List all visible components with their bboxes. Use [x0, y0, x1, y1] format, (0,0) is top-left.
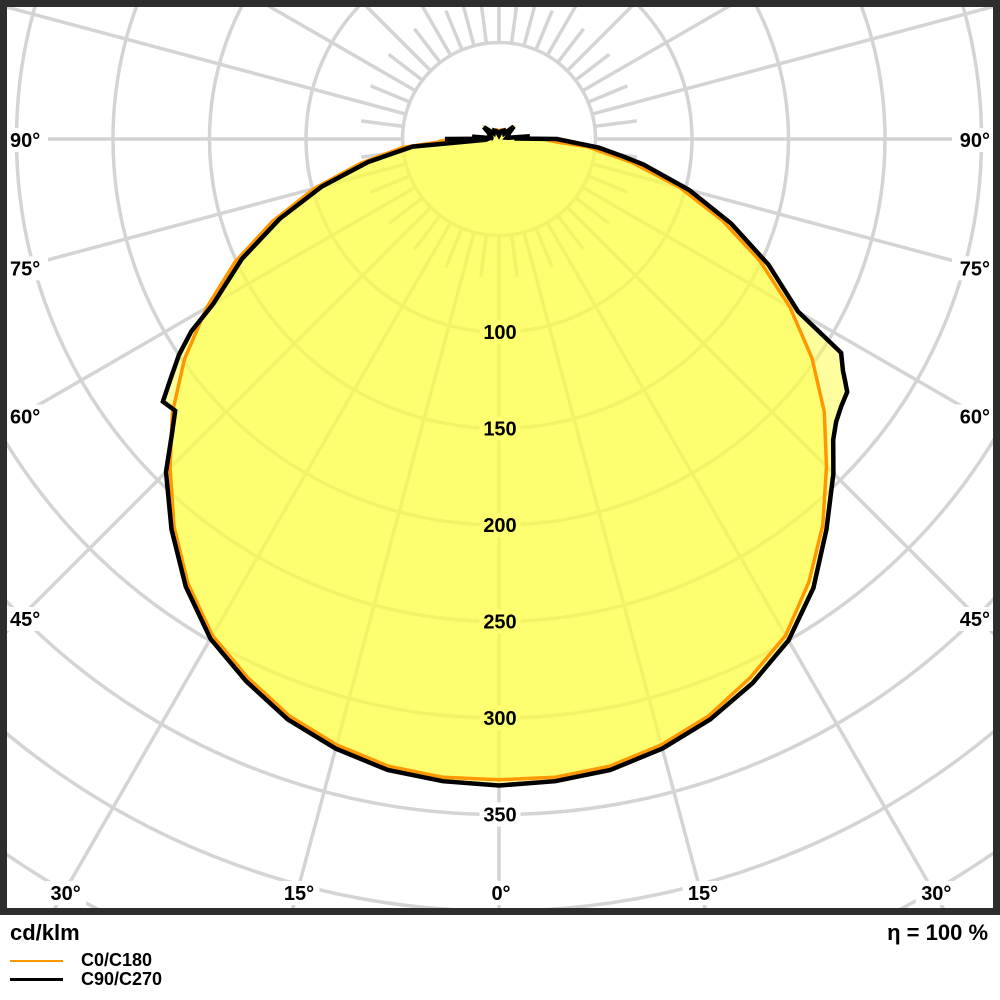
- radial-tick-label: 250: [483, 612, 516, 634]
- grid-radial-minor-tick: [509, 7, 519, 44]
- polar-intensity-chart: 100 150 200 250 300 350 90° 90° 75° 75° 60° 60° 45° 4…: [0, 0, 1000, 915]
- tick-label-bg: [7, 256, 48, 281]
- legend-row-c90-c270: C90/C270: [10, 970, 162, 989]
- angle-tick-label-bottom: 30°: [921, 883, 951, 905]
- angle-tick-label-left: 90°: [10, 130, 40, 152]
- grid-radial-minor-tick: [587, 84, 629, 104]
- tick-label-bg: [479, 802, 521, 827]
- curve-C90-C270: [160, 124, 850, 788]
- angle-tick-label-bottom: 0°: [491, 883, 510, 905]
- tick-label-bg: [7, 404, 48, 429]
- tick-label-bg: [952, 256, 993, 281]
- angle-tick-label-left: 60°: [10, 407, 40, 429]
- grid-radial-minor-tick: [556, 27, 585, 64]
- radial-tick-label: 300: [483, 708, 516, 730]
- light-output-ratio-label: η = 100 %: [887, 920, 988, 945]
- grid-radial-line: [7, 162, 407, 273]
- radial-tick-label: 200: [483, 515, 516, 537]
- grid-radial-minor-tick: [594, 119, 637, 129]
- radial-tick-label: 150: [483, 419, 516, 441]
- curve-fill-C90-C270: [162, 126, 848, 786]
- angle-tick-label-bottom: 15°: [284, 883, 314, 905]
- curve-fills: [162, 126, 848, 786]
- angle-tick-label-right: 90°: [960, 130, 990, 152]
- tick-label-bg: [486, 881, 516, 905]
- legend-label-c0-c180: C0/C180: [81, 950, 153, 970]
- angle-tick-label-bottom: 15°: [688, 883, 718, 905]
- grid-radial-minor-tick: [534, 9, 554, 51]
- tick-label-bg: [45, 881, 87, 905]
- unit-label: cd/klm: [10, 920, 80, 945]
- grid-radial-minor-tick: [361, 119, 404, 129]
- tick-label-bg: [952, 404, 993, 429]
- chart-frame: [0, 0, 1000, 915]
- grid-radial-minor-tick: [574, 53, 611, 82]
- tick-label-bg: [7, 607, 48, 631]
- curve-strokes: [160, 124, 850, 788]
- tick-label-bg: [952, 607, 993, 631]
- tick-label-bg: [915, 881, 957, 905]
- legend-label-c90-c270: C90/C270: [81, 969, 163, 989]
- tick-label-bg: [952, 128, 993, 152]
- legend: C0/C180 C90/C270: [10, 951, 162, 989]
- angle-tick-label-left: 45°: [10, 609, 40, 631]
- radial-tick-label: 350: [483, 805, 516, 827]
- tick-label-bg: [278, 881, 320, 905]
- tick-label-bg: [682, 881, 724, 905]
- c0-c180-line-swatch: [10, 959, 63, 962]
- grid-radial-minor-tick: [369, 84, 411, 104]
- grid-radial-minor-tick: [479, 7, 489, 44]
- angle-tick-label-right: 60°: [960, 407, 990, 429]
- grid-radial-minor-tick: [413, 27, 442, 64]
- c90-c270-line-swatch: [10, 978, 63, 981]
- angle-tick-label-bottom: 30°: [51, 883, 81, 905]
- grid-radial-line: [7, 7, 407, 116]
- angle-tick-label-right: 45°: [960, 609, 990, 631]
- grid-radial-minor-tick: [444, 9, 464, 51]
- grid-radial-minor-tick: [387, 53, 424, 82]
- grid-radial-line: [591, 162, 993, 274]
- legend-row-c0-c180: C0/C180: [10, 951, 162, 970]
- radial-tick-label: 100: [483, 322, 516, 344]
- tick-label-bg: [7, 128, 48, 152]
- angle-tick-label-right: 75°: [960, 258, 990, 280]
- tick-labels: 100 150 200 250 300 350 90° 90° 75° 75° 60° 60° 45° 4…: [10, 130, 990, 905]
- angle-tick-label-left: 75°: [10, 258, 40, 280]
- grid-radial-line: [591, 7, 993, 116]
